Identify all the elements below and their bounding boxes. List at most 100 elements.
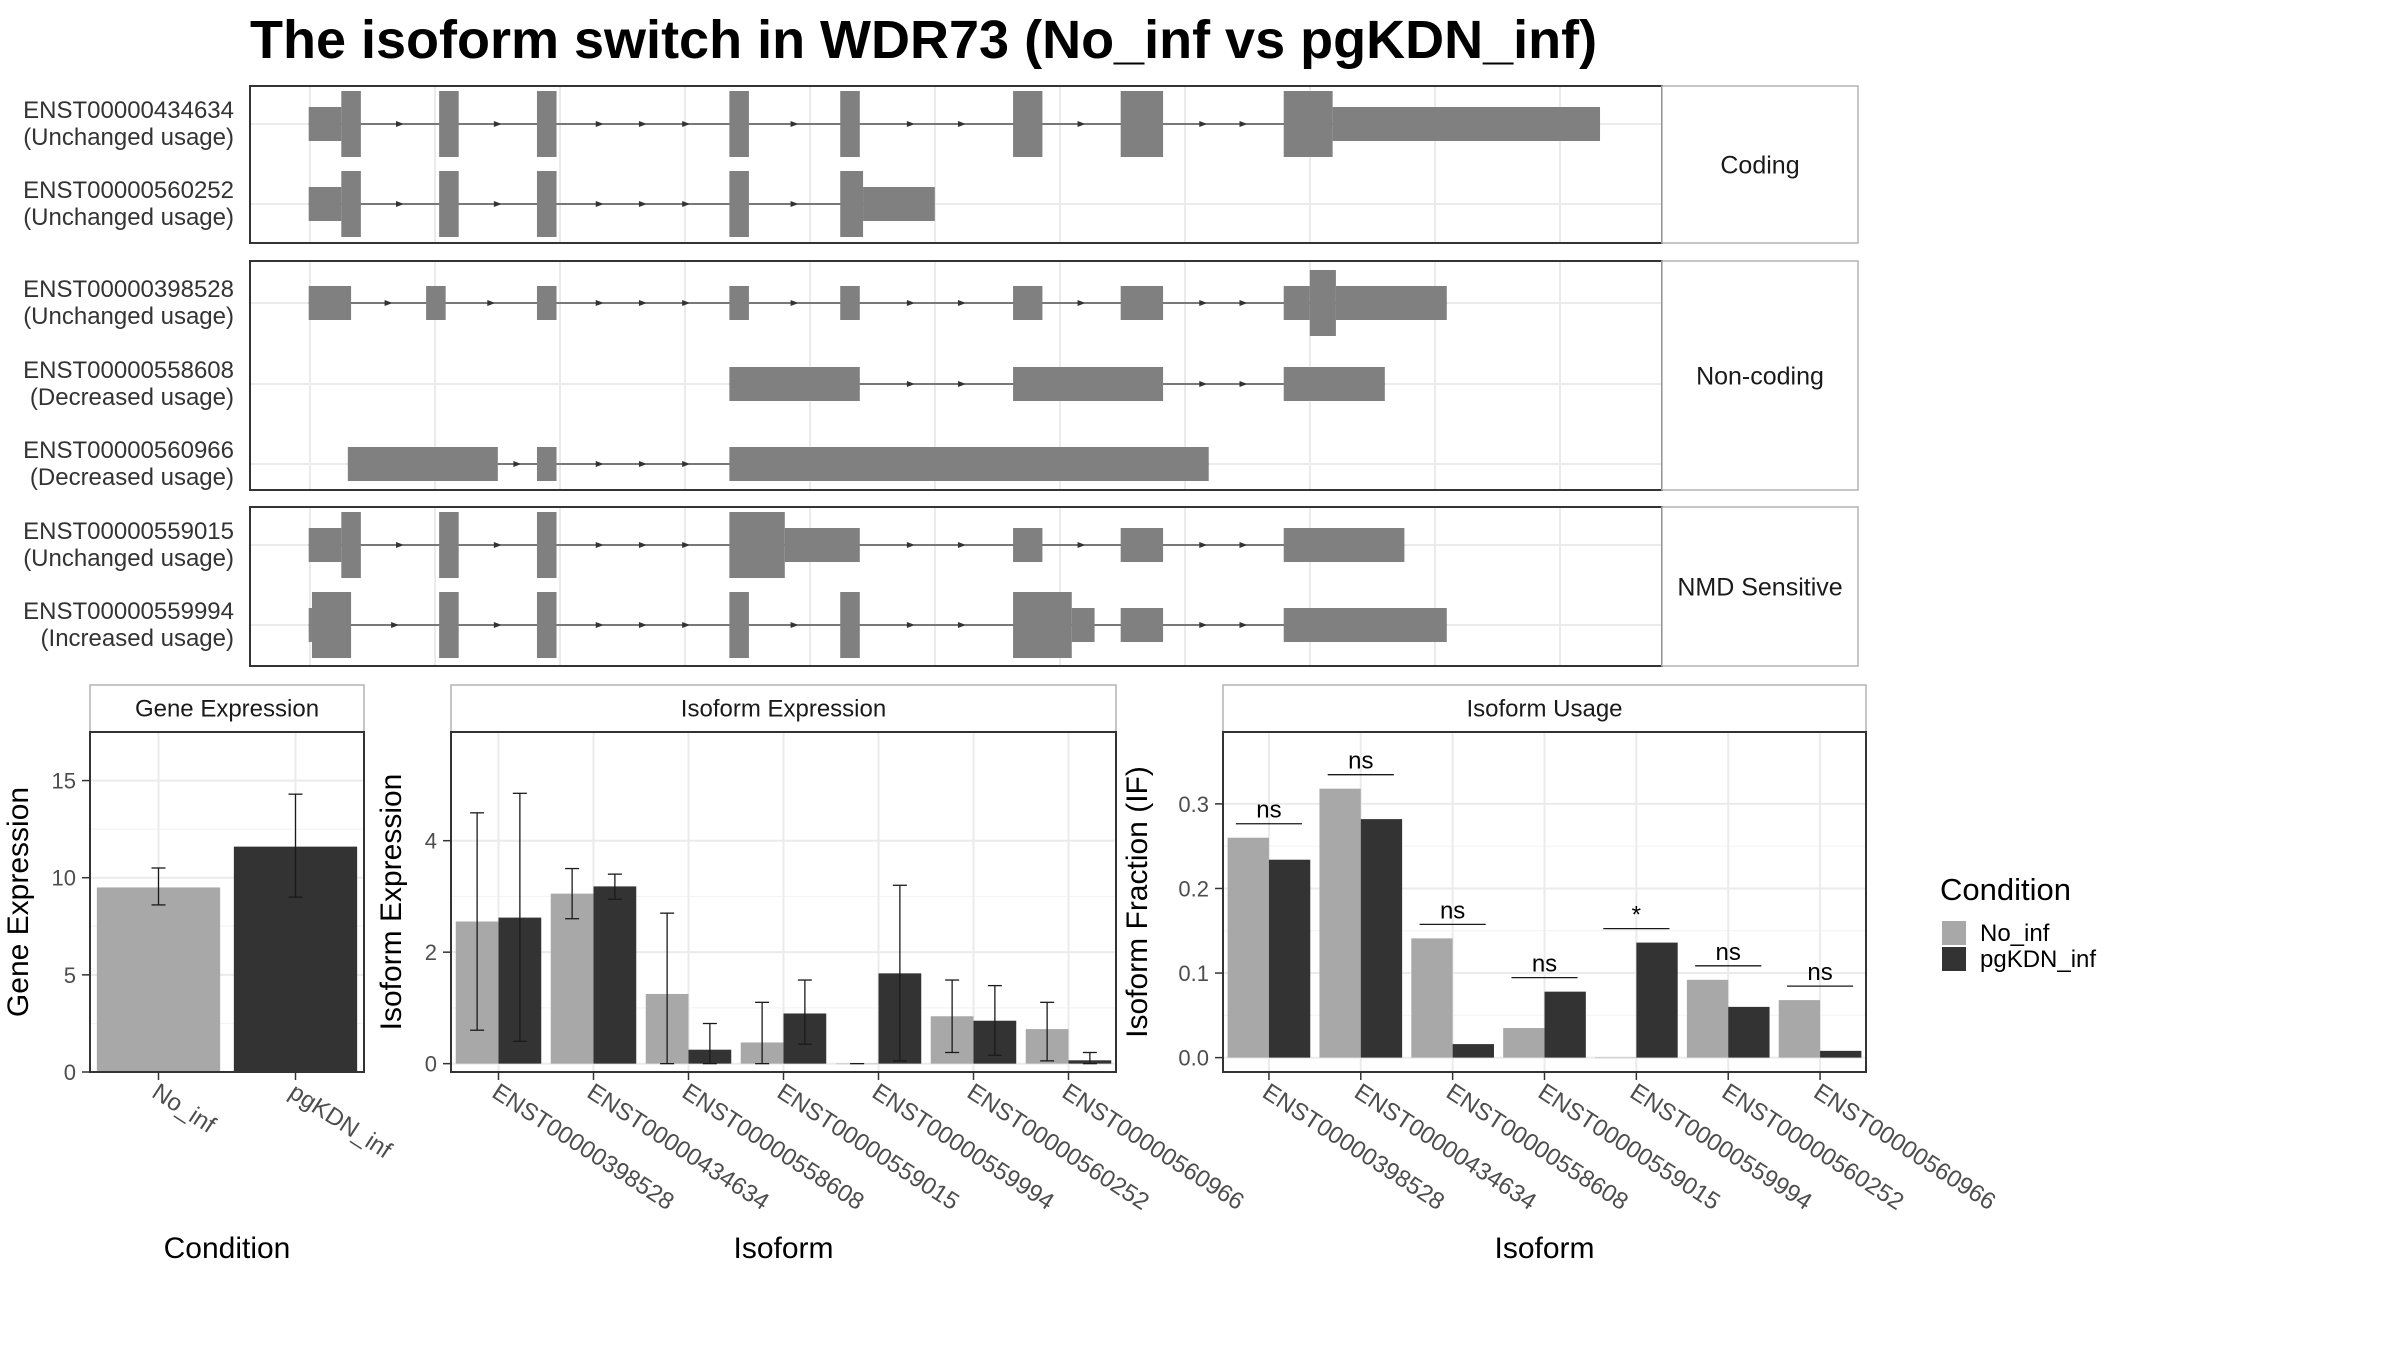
data-bar <box>1503 1028 1545 1058</box>
utr-exon <box>784 528 860 562</box>
intron-arrow <box>595 542 604 548</box>
structure-group-label: Non-coding <box>1696 363 1824 391</box>
intron-arrow <box>1239 542 1248 548</box>
intron-arrow <box>638 461 647 467</box>
structure-group-strip <box>1661 85 1859 244</box>
intron-arrow <box>493 121 502 127</box>
coding-exon <box>729 512 785 578</box>
y-axis-title: Isoform Expression <box>375 774 408 1031</box>
intron-arrow <box>595 121 604 127</box>
intron-arrow <box>682 201 691 207</box>
intron-arrow <box>906 542 915 548</box>
transcript-id-label: ENST00000558608 <box>23 357 234 384</box>
intron-arrow <box>1199 542 1208 548</box>
intron-arrow <box>1077 300 1086 306</box>
transcript-usage-label: (Unchanged usage) <box>23 545 234 572</box>
utr-exon <box>308 286 352 320</box>
structure-group-strip <box>1661 506 1859 667</box>
data-bar <box>593 886 637 1064</box>
data-bar <box>1595 1057 1637 1059</box>
intron-arrow <box>384 300 393 306</box>
intron-arrow <box>1199 121 1208 127</box>
data-bar <box>1820 1050 1862 1058</box>
utr-exon <box>1071 608 1095 642</box>
y-tick-label: 0.0 <box>1178 1046 1209 1071</box>
coding-exon <box>1309 270 1336 336</box>
intron-arrow <box>957 381 966 387</box>
coding-exon <box>536 171 557 237</box>
transcript-id-label: ENST00000560966 <box>23 437 234 464</box>
intron-arrow <box>906 300 915 306</box>
utr-exon <box>863 187 935 221</box>
intron-arrow <box>682 121 691 127</box>
intron-arrow <box>957 300 966 306</box>
transcript-id-label: ENST00000559015 <box>23 518 234 545</box>
data-bar <box>1778 1000 1821 1058</box>
intron-arrow <box>682 461 691 467</box>
transcript-usage-label: (Unchanged usage) <box>23 124 234 151</box>
data-bar <box>1686 979 1729 1058</box>
transcript-usage-label: (Unchanged usage) <box>23 303 234 330</box>
significance-label: ns <box>1256 797 1281 824</box>
intron-arrow <box>1239 622 1248 628</box>
legend-title: Condition <box>1940 872 2071 907</box>
coding-exon <box>536 592 557 658</box>
intron-arrow <box>682 542 691 548</box>
y-tick-label: 4 <box>425 829 437 854</box>
intron-arrow <box>957 622 966 628</box>
intron-arrow <box>1077 121 1086 127</box>
x-axis-title: Condition <box>164 1232 291 1265</box>
intron-arrow <box>906 121 915 127</box>
figure-title: The isoform switch in WDR73 (No_inf vs p… <box>250 10 1597 70</box>
utr-exon <box>1120 286 1164 320</box>
data-bar <box>1268 859 1311 1058</box>
intron-arrow <box>391 622 400 628</box>
transcript-usage-label: (Decreased usage) <box>30 464 234 491</box>
intron-arrow <box>493 622 502 628</box>
coding-exon <box>840 91 860 157</box>
panel-strip <box>1222 684 1867 733</box>
intron-arrow <box>638 300 647 306</box>
utr-exon <box>536 447 557 481</box>
y-axis-title: Gene Expression <box>2 787 35 1017</box>
transcript-usage-label: (Unchanged usage) <box>23 204 234 231</box>
intron-arrow <box>638 622 647 628</box>
utr-exon <box>308 608 312 642</box>
intron-arrow <box>790 201 799 207</box>
coding-exon <box>840 171 864 237</box>
coding-exon <box>536 91 557 157</box>
intron-arrow <box>790 121 799 127</box>
y-tick-label: 5 <box>64 963 76 988</box>
utr-exon <box>347 447 498 481</box>
y-tick-label: 0 <box>64 1060 76 1085</box>
data-bar <box>1728 1006 1770 1058</box>
panel-strip-title: Gene Expression <box>135 696 319 723</box>
intron-arrow <box>638 201 647 207</box>
structure-group-1: ENST00000398528(Unchanged usage) ENST0000… <box>23 260 1859 491</box>
structure-group-0: ENST00000434634(Unchanged usage)ENST0000… <box>23 85 1859 244</box>
coding-exon <box>439 171 459 237</box>
data-bar <box>1411 938 1453 1058</box>
intron-arrow <box>595 201 604 207</box>
transcript-usage-label: (Increased usage) <box>41 625 234 652</box>
y-tick-label: 15 <box>52 769 76 794</box>
significance-label: ns <box>1348 748 1373 775</box>
intron-arrow <box>957 121 966 127</box>
coding-exon <box>1120 91 1164 157</box>
legend-swatch <box>1942 947 1966 971</box>
y-tick-label: 0.3 <box>1178 792 1209 817</box>
data-bar <box>1319 788 1361 1058</box>
intron-arrow <box>906 622 915 628</box>
utr-exon <box>729 447 1209 481</box>
significance-label: ns <box>1532 951 1557 978</box>
transcript-id-label: ENST00000398528 <box>23 276 234 303</box>
coding-exon <box>1013 91 1043 157</box>
x-axis-title: Isoform <box>733 1232 833 1265</box>
intron-arrow <box>957 542 966 548</box>
coding-exon <box>311 592 352 658</box>
utr-exon <box>308 528 342 562</box>
y-tick-label: 2 <box>425 940 437 965</box>
intron-arrow <box>638 542 647 548</box>
transcript-id-label: ENST00000434634 <box>23 97 234 124</box>
utr-exon <box>1335 286 1447 320</box>
